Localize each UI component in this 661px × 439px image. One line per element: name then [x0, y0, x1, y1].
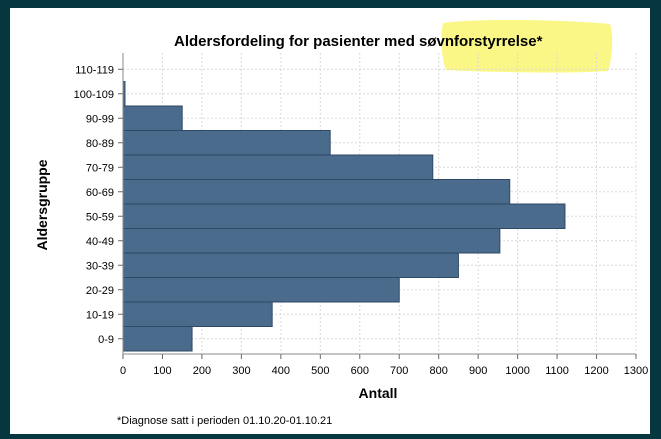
- bar-80-89: [122, 130, 331, 156]
- chart-title-text: Aldersfordeling for pasienter med: [174, 33, 419, 50]
- age-distribution-chart: 0-9 10-19 20-29 30-39 40-49 50-59 60-69 70-79 80…: [34, 20, 648, 427]
- y-tick-label: 110-119: [75, 64, 114, 76]
- y-tick-label: 80-89: [86, 138, 114, 150]
- y-tick-label: 60-69: [86, 187, 114, 199]
- x-tick-label: 700: [390, 365, 408, 377]
- y-tick-label: 50-59: [86, 211, 114, 223]
- chart-panel: 0-9 10-19 20-29 30-39 40-49 50-59 60-69 70-79 80…: [10, 8, 650, 434]
- bar-30-39: [122, 252, 459, 278]
- bar-40-49: [122, 228, 501, 254]
- bars: [122, 81, 566, 352]
- x-tick-label: 600: [351, 365, 369, 377]
- x-tick-label: 900: [469, 365, 487, 377]
- y-tick-label: 0-9: [98, 334, 114, 346]
- chart-title: Aldersfordeling for pasienter med søvnfo…: [174, 33, 543, 50]
- bar-20-29: [122, 277, 400, 303]
- x-tick-label: 200: [193, 365, 211, 377]
- x-tick-label: 1000: [505, 365, 529, 377]
- x-tick-labels: 0 100 200 300 400 500 600 700 800 900 1000 1100 1200…: [120, 354, 648, 377]
- y-tick-label: 70-79: [86, 162, 114, 174]
- footnote: *Diagnose satt i perioden 01.10.20-01.10…: [117, 415, 332, 427]
- bar-10-19: [122, 301, 273, 327]
- x-tick-label: 1100: [545, 365, 569, 377]
- bar-60-69: [122, 179, 511, 205]
- y-tick-labels: 0-9 10-19 20-29 30-39 40-49 50-59 60-69 70-79 80…: [74, 64, 123, 346]
- chart-title-highlighted-text: søvnforstyrrelse*: [419, 33, 543, 50]
- x-tick-label: 1200: [584, 365, 608, 377]
- y-tick-label: 20-29: [86, 285, 114, 297]
- bar-90-99: [122, 105, 183, 131]
- y-tick-label: 100-109: [74, 89, 114, 101]
- x-tick-label: 1300: [624, 365, 648, 377]
- x-tick-label: 0: [120, 365, 126, 377]
- x-axis-label: Antall: [359, 385, 398, 401]
- x-tick-label: 100: [153, 365, 171, 377]
- y-tick-label: 30-39: [86, 260, 114, 272]
- title-highlight-marker: [441, 20, 613, 73]
- bar-70-79: [122, 154, 434, 180]
- y-tick-label: 40-49: [86, 236, 114, 248]
- x-tick-label: 800: [430, 365, 448, 377]
- y-tick-label: 10-19: [86, 309, 114, 321]
- bar-50-59: [122, 203, 566, 229]
- y-axis-label: Aldersgruppe: [34, 159, 50, 250]
- y-tick-label: 90-99: [86, 113, 114, 125]
- x-tick-label: 400: [272, 365, 290, 377]
- bar-0-9: [122, 326, 193, 352]
- x-tick-label: 500: [311, 365, 329, 377]
- x-tick-label: 300: [232, 365, 250, 377]
